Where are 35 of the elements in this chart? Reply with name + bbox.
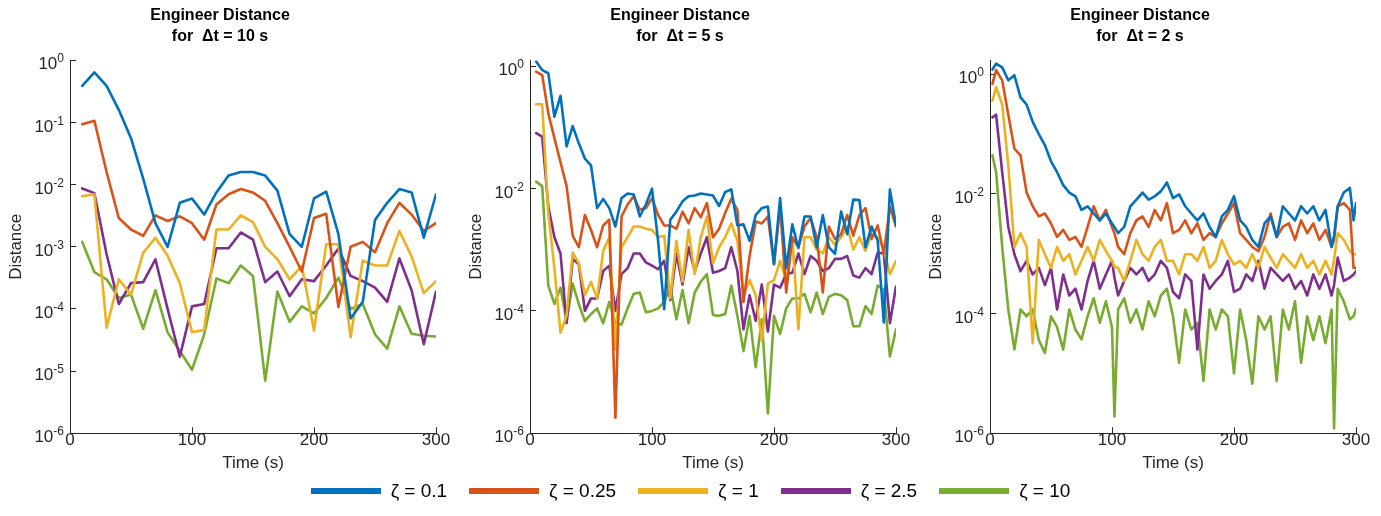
y-tick-label: 10$^{-1}$ (33, 113, 64, 136)
chart-subtitle: for Δt = 10 s (171, 27, 269, 45)
y-tick-label: 10$^{-2}$ (33, 175, 64, 198)
x-tick-label: 0 (525, 430, 535, 450)
y-tick-label: 10$^{-6}$ (953, 424, 984, 447)
y-tick-label: 10$^{-6}$ (493, 424, 524, 447)
legend-label: ζ = 0.1 (390, 480, 448, 502)
chart-title: Engineer Distance (150, 6, 290, 24)
y-tick-label: 10$^{-5}$ (33, 362, 64, 385)
y-axis-title: Distance (465, 213, 485, 280)
y-tick-label: 10$^{-6}$ (33, 424, 64, 447)
chart-subtitle: for Δt = 5 s (636, 27, 724, 45)
chart-title: Engineer Distance (1070, 6, 1210, 24)
y-tick-label: 10$^{-4}$ (33, 299, 64, 322)
x-axis-title: Time (s) (1142, 453, 1204, 473)
chart-subtitle: for Δt = 2 s (1096, 27, 1184, 45)
legend-label: ζ = 2.5 (860, 480, 918, 502)
y-tick-label: 10$^{0}$ (497, 57, 524, 80)
legend-label: ζ = 10 (1019, 480, 1071, 502)
x-tick-label: 0 (985, 430, 995, 450)
y-axis-title: Distance (925, 213, 945, 280)
x-tick-label: 0 (65, 430, 75, 450)
chart-title: Engineer Distance (610, 6, 750, 24)
y-tick-label: 10$^{0}$ (37, 51, 64, 74)
legend-label: ζ = 0.25 (549, 480, 617, 502)
y-tick-label: 10$^{-4}$ (953, 304, 984, 327)
x-axis-title: Time (s) (682, 453, 744, 473)
y-axis-title: Distance (5, 213, 25, 280)
y-tick-label: 10$^{-2}$ (953, 184, 984, 207)
y-tick-label: 10$^{-4}$ (493, 301, 524, 324)
y-tick-label: 10$^{-3}$ (34, 237, 64, 260)
y-tick-label: 10$^{0}$ (957, 65, 984, 88)
x-axis-title: Time (s) (222, 453, 284, 473)
legend-label: ζ = 1 (718, 480, 759, 502)
y-tick-label: 10$^{-2}$ (493, 179, 524, 202)
